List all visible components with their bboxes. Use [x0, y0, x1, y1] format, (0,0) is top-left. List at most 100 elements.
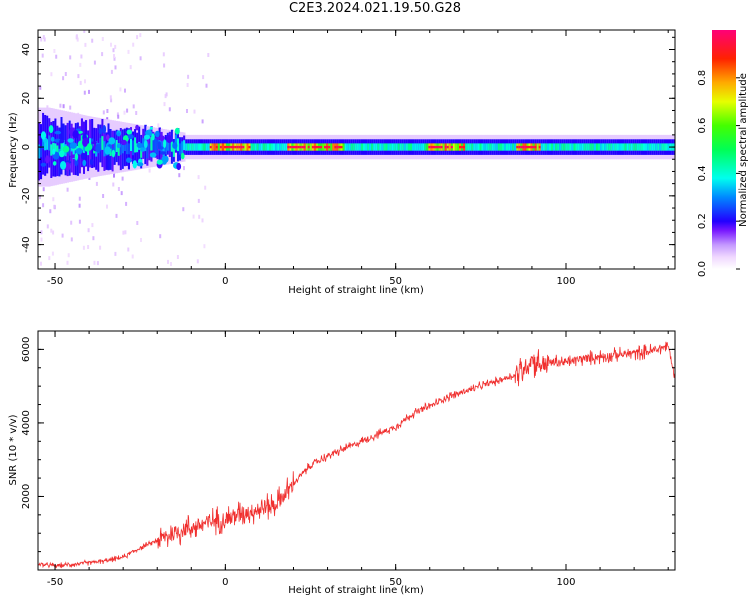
ridge-core	[123, 143, 127, 151]
noise-cell	[124, 230, 127, 235]
ridge-core	[606, 143, 609, 151]
ridge-core	[600, 143, 603, 151]
ridge-core	[577, 143, 580, 151]
snr-ylabel: SNR (10 * v/v)	[8, 414, 19, 485]
noise-cell	[122, 230, 125, 235]
ridge-core	[132, 140, 135, 156]
spectrogram-frame	[37, 29, 676, 270]
noise-cell	[96, 261, 99, 266]
noise-cell	[120, 191, 123, 196]
ridge-core	[608, 143, 611, 151]
noise-cell	[66, 260, 69, 265]
ridge-core	[342, 143, 345, 151]
noise-blob	[161, 155, 168, 165]
ridge-core	[54, 143, 57, 152]
ridge-peak	[526, 145, 529, 149]
ridge-core	[452, 143, 456, 151]
spectrogram-xtick-label: -50	[47, 276, 63, 287]
ridge-peak	[530, 145, 533, 149]
ridge-core	[546, 143, 550, 151]
figure-title: C2E3.2024.021.19.50.G28	[288, 1, 462, 16]
ridge-core	[109, 142, 112, 156]
snr-xtick-label: -50	[47, 577, 63, 588]
ridge-core	[604, 143, 607, 151]
ridge-peak	[432, 145, 435, 149]
ridge-peak	[311, 145, 315, 149]
noise-cell	[40, 230, 43, 235]
noise-cell	[53, 204, 56, 209]
ridge-peak	[209, 145, 213, 149]
snr-axes: -50 0 50 100 2000 4000 6000	[21, 330, 675, 588]
ridge-core	[591, 143, 595, 151]
noise-cell	[196, 259, 199, 264]
ridge-core	[636, 143, 640, 151]
ridge-peak	[295, 145, 298, 149]
ridge-core	[651, 143, 654, 151]
spectrogram-ylabel: Frequency (Hz)	[8, 112, 19, 188]
ridge-core	[598, 143, 601, 151]
ridge-peak	[538, 145, 542, 149]
noise-cell	[110, 98, 113, 103]
ridge-peak	[444, 145, 448, 149]
ridge-peak	[338, 145, 341, 149]
ridge-core	[62, 140, 65, 153]
ridge-peak	[520, 145, 523, 149]
noise-cell	[159, 234, 162, 239]
ridge-peak	[320, 145, 323, 149]
ridge-core	[371, 143, 374, 151]
noise-blob	[159, 135, 165, 141]
ridge-core	[499, 143, 503, 151]
ridge-peak	[318, 145, 321, 149]
noise-cell	[110, 42, 112, 47]
ridge-peak	[287, 145, 290, 149]
noise-cell	[198, 214, 201, 219]
noise-cell	[182, 207, 185, 212]
ridge-core	[587, 143, 591, 151]
ridge-core	[565, 143, 568, 151]
noise-blob	[136, 142, 143, 148]
ridge-core	[379, 143, 382, 151]
ridge-core	[622, 143, 625, 151]
noise-blob	[91, 141, 97, 145]
ridge-core	[567, 143, 570, 151]
noise-cell	[102, 110, 105, 115]
noise-cell	[52, 197, 55, 202]
noise-cell	[203, 244, 206, 249]
spectrogram-axes: -50 0 50 100 -40 -20 0 20 40	[21, 30, 675, 287]
noise-cell	[76, 37, 79, 42]
noise-cell	[168, 107, 171, 112]
spectrogram-panel: -50 0 50 100 -40 -20 0 20 40 Height of straight …	[8, 29, 676, 296]
ridge-core	[279, 143, 282, 151]
noise-cell	[62, 104, 65, 109]
noise-cell	[64, 72, 67, 76]
ridge-core	[305, 143, 309, 151]
noise-blob	[135, 124, 140, 131]
spectrogram-ytick-label: -20	[21, 188, 32, 204]
noise-blob	[45, 155, 50, 164]
ridge-core	[187, 143, 190, 151]
noise-cell	[167, 259, 169, 264]
ridge-core	[148, 143, 151, 150]
ridge-peak	[340, 145, 343, 149]
ridge-peak	[299, 145, 302, 149]
ridge-peak	[434, 145, 437, 149]
ridge-peak	[316, 145, 319, 149]
noise-cell	[113, 173, 115, 178]
noise-cell	[197, 175, 200, 180]
ridge-core	[183, 140, 186, 151]
ridge-core	[573, 143, 576, 151]
noise-cell	[87, 245, 90, 249]
ridge-core	[628, 143, 632, 151]
noise-cell	[93, 60, 96, 65]
noise-cell	[115, 213, 118, 218]
ridge-peak	[236, 145, 239, 149]
noise-cell	[126, 108, 129, 113]
ridge-core	[420, 143, 423, 151]
ridge-core	[412, 143, 415, 151]
snr-series-line	[38, 341, 675, 569]
ridge-peak	[313, 145, 317, 149]
noise-cell	[41, 53, 44, 58]
ridge-peak	[240, 145, 243, 149]
ridge-core	[46, 139, 49, 150]
noise-cell	[127, 247, 130, 252]
